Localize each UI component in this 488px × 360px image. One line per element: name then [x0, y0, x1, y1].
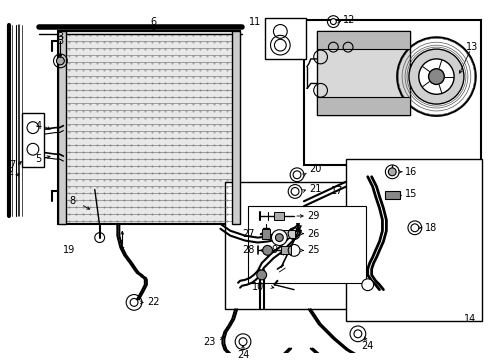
Circle shape [418, 59, 453, 94]
Text: 18: 18 [424, 223, 436, 233]
Text: 22: 22 [146, 297, 159, 307]
Circle shape [292, 171, 300, 179]
Text: 10: 10 [252, 282, 264, 292]
Text: 19: 19 [63, 246, 75, 255]
Bar [232, 31, 240, 224]
Text: 17: 17 [330, 186, 343, 197]
Text: 20: 20 [308, 164, 321, 174]
Bar [22, 113, 43, 167]
Circle shape [387, 168, 395, 176]
Text: 4: 4 [36, 121, 41, 131]
Circle shape [353, 330, 361, 338]
Text: 24: 24 [361, 341, 373, 351]
Bar [385, 192, 399, 199]
Circle shape [56, 57, 64, 65]
Text: 26: 26 [306, 229, 319, 239]
Text: 16: 16 [404, 167, 416, 177]
Text: 14: 14 [463, 314, 475, 324]
Text: 9: 9 [271, 246, 277, 255]
Bar [316, 97, 409, 115]
Text: 5: 5 [36, 154, 41, 164]
Text: 24: 24 [236, 350, 249, 360]
Text: 3: 3 [57, 32, 63, 42]
Bar [281, 247, 290, 254]
Bar [303, 20, 480, 165]
Circle shape [330, 19, 336, 24]
Circle shape [271, 230, 286, 246]
Text: 2: 2 [7, 162, 21, 177]
Circle shape [130, 298, 138, 306]
Bar [346, 159, 481, 321]
Bar [247, 206, 365, 283]
Bar [59, 31, 240, 224]
Text: 12: 12 [343, 15, 355, 24]
Text: 23: 23 [203, 337, 215, 347]
Circle shape [427, 69, 444, 85]
Bar [264, 18, 305, 59]
Circle shape [275, 234, 283, 242]
Circle shape [361, 279, 373, 291]
Text: 7: 7 [9, 160, 16, 170]
Text: 15: 15 [404, 189, 417, 199]
Circle shape [239, 338, 246, 346]
Text: 6: 6 [150, 17, 157, 27]
Text: 8: 8 [69, 196, 75, 206]
Text: 1: 1 [119, 231, 125, 251]
Circle shape [410, 224, 418, 232]
Bar [59, 31, 66, 224]
Text: 11: 11 [249, 17, 261, 27]
Circle shape [274, 39, 285, 51]
Bar [277, 230, 294, 238]
Text: 25: 25 [306, 246, 319, 255]
Bar [274, 212, 284, 220]
Bar [261, 229, 269, 239]
Bar [316, 31, 409, 115]
Text: 27: 27 [242, 229, 254, 239]
Text: 29: 29 [306, 211, 319, 221]
Bar [225, 182, 370, 309]
Text: 21: 21 [308, 184, 321, 194]
Text: 13: 13 [466, 42, 478, 52]
Text: 28: 28 [242, 246, 254, 255]
Bar [316, 31, 409, 49]
Text: 3: 3 [57, 36, 63, 57]
Circle shape [256, 270, 266, 280]
Circle shape [408, 49, 463, 104]
Circle shape [262, 246, 272, 255]
Circle shape [290, 188, 298, 195]
